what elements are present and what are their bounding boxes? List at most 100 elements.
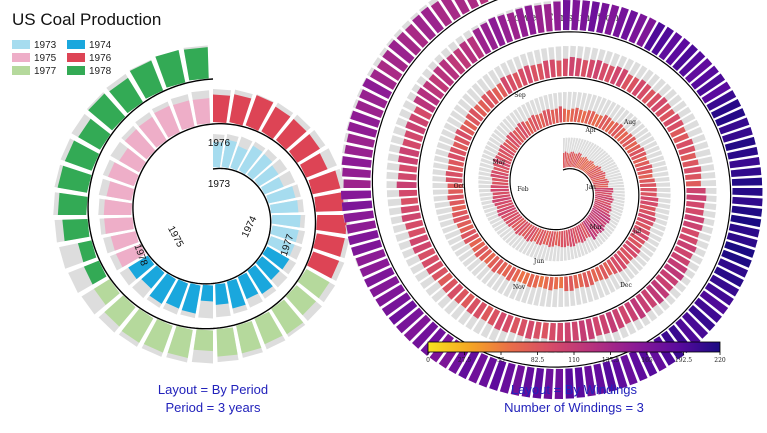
power-bar [639, 178, 655, 183]
power-bar [549, 323, 556, 341]
power-bar [732, 197, 762, 206]
power-bar [448, 189, 463, 194]
power-bar [569, 57, 575, 76]
left-caption-period: Period = 3 years [165, 400, 261, 415]
power-bar [732, 206, 763, 217]
legend-label-1976: 1976 [89, 53, 112, 64]
month-label-sep: Sep [514, 92, 526, 99]
color-scale-tick-label: 0 [426, 357, 430, 364]
color-scale-tick-label: 137.5 [602, 357, 619, 364]
year-label-1975: 1975 [165, 224, 185, 249]
power-bar [555, 108, 559, 123]
coal-bar-1977-6 [217, 328, 238, 357]
power-bar [449, 200, 464, 206]
power-bar [686, 201, 705, 208]
power-bar [640, 183, 656, 187]
power-bar [548, 277, 553, 291]
color-scale-tick-label: 165 [641, 357, 653, 364]
coal-bar-1978-11 [155, 50, 185, 88]
power-bar [729, 157, 760, 168]
power-bar [491, 185, 509, 188]
right-caption-layout: Layout = By Windings [511, 382, 638, 397]
power-bar [550, 59, 556, 77]
coal-bar-1977-8 [168, 326, 193, 358]
power-bar [341, 191, 371, 200]
power-bar [399, 164, 417, 172]
legend-swatch-1975 [12, 53, 30, 62]
year-label-1974: 1974 [240, 214, 260, 239]
power-bar [579, 320, 587, 341]
power-bar [594, 186, 608, 188]
month-label-jun: Jun [533, 258, 544, 265]
color-scale-tick-label: 27.5 [458, 357, 472, 364]
power-bar [731, 167, 761, 177]
power-bar [563, 109, 566, 122]
coal-bar-1976-9 [314, 192, 344, 212]
power-bar [553, 1, 561, 30]
power-bar [572, 321, 579, 340]
power-bar [554, 277, 559, 289]
power-bar [573, 275, 579, 289]
power-bar [566, 110, 570, 122]
power-bar [685, 207, 704, 215]
coal-bar-1975-3 [104, 218, 134, 234]
color-scale-tick-label: 82.5 [531, 357, 545, 364]
legend-swatch-1978 [67, 66, 85, 75]
power-bar [541, 322, 549, 338]
power-bar [533, 322, 542, 339]
power-bar [569, 276, 574, 291]
coal-bar-1974-6 [215, 283, 228, 305]
power-bar [397, 181, 417, 188]
power-bar [492, 182, 508, 186]
coal-bar-1976-1 [213, 95, 230, 123]
power-bar [342, 168, 371, 178]
legend-label-1975: 1975 [34, 53, 57, 64]
color-scale-tick-label: 220 [714, 357, 726, 364]
month-label-aug: Aug [623, 119, 636, 126]
legend-swatch-1974 [67, 40, 85, 49]
month-label-nov: Nov [513, 284, 526, 291]
legend-label-1977: 1977 [34, 66, 57, 77]
month-label-jan: Jan [585, 184, 596, 191]
power-bar [561, 231, 563, 247]
power-bar [732, 178, 762, 186]
power-bar [446, 177, 463, 182]
month-label-oct: Oct [454, 183, 465, 190]
power-bar [342, 156, 372, 168]
coal-bar-1974-7 [201, 285, 213, 302]
coal-bar-1975-4 [104, 199, 132, 215]
power-bar [564, 231, 567, 248]
power-bar [559, 106, 562, 122]
power-bar [447, 195, 463, 201]
coal-bar-1977-7 [194, 329, 213, 351]
power-bar [398, 173, 417, 180]
power-bar [398, 155, 418, 164]
legend-label-1974: 1974 [89, 40, 112, 51]
year-label-1976: 1976 [208, 138, 231, 149]
power-bar [686, 194, 706, 201]
legend-label-1973: 1973 [34, 40, 57, 51]
power-bar [641, 192, 657, 197]
legend-swatch-1977 [12, 66, 30, 75]
coal-bar-1976-10 [316, 215, 347, 234]
power-bar [564, 276, 568, 291]
color-scale-tick-label: 192.5 [675, 357, 692, 364]
coal-bar-1978-5 [58, 166, 92, 193]
power-bar [446, 171, 463, 177]
power-bar [575, 58, 582, 76]
power-bar [686, 188, 705, 194]
power-bar [594, 188, 613, 190]
right-caption-windings: Number of Windings = 3 [504, 400, 644, 415]
coal-bar-1978-3 [62, 219, 89, 241]
power-bar [732, 188, 762, 196]
month-label-dec: Dec [620, 282, 632, 289]
power-bar [491, 189, 509, 192]
month-label-jul: Jul [632, 228, 641, 235]
power-bar [543, 276, 549, 289]
color-scale-gradient [428, 342, 720, 352]
power-bar [684, 166, 702, 173]
color-scale-tick-label: 55 [497, 357, 505, 364]
